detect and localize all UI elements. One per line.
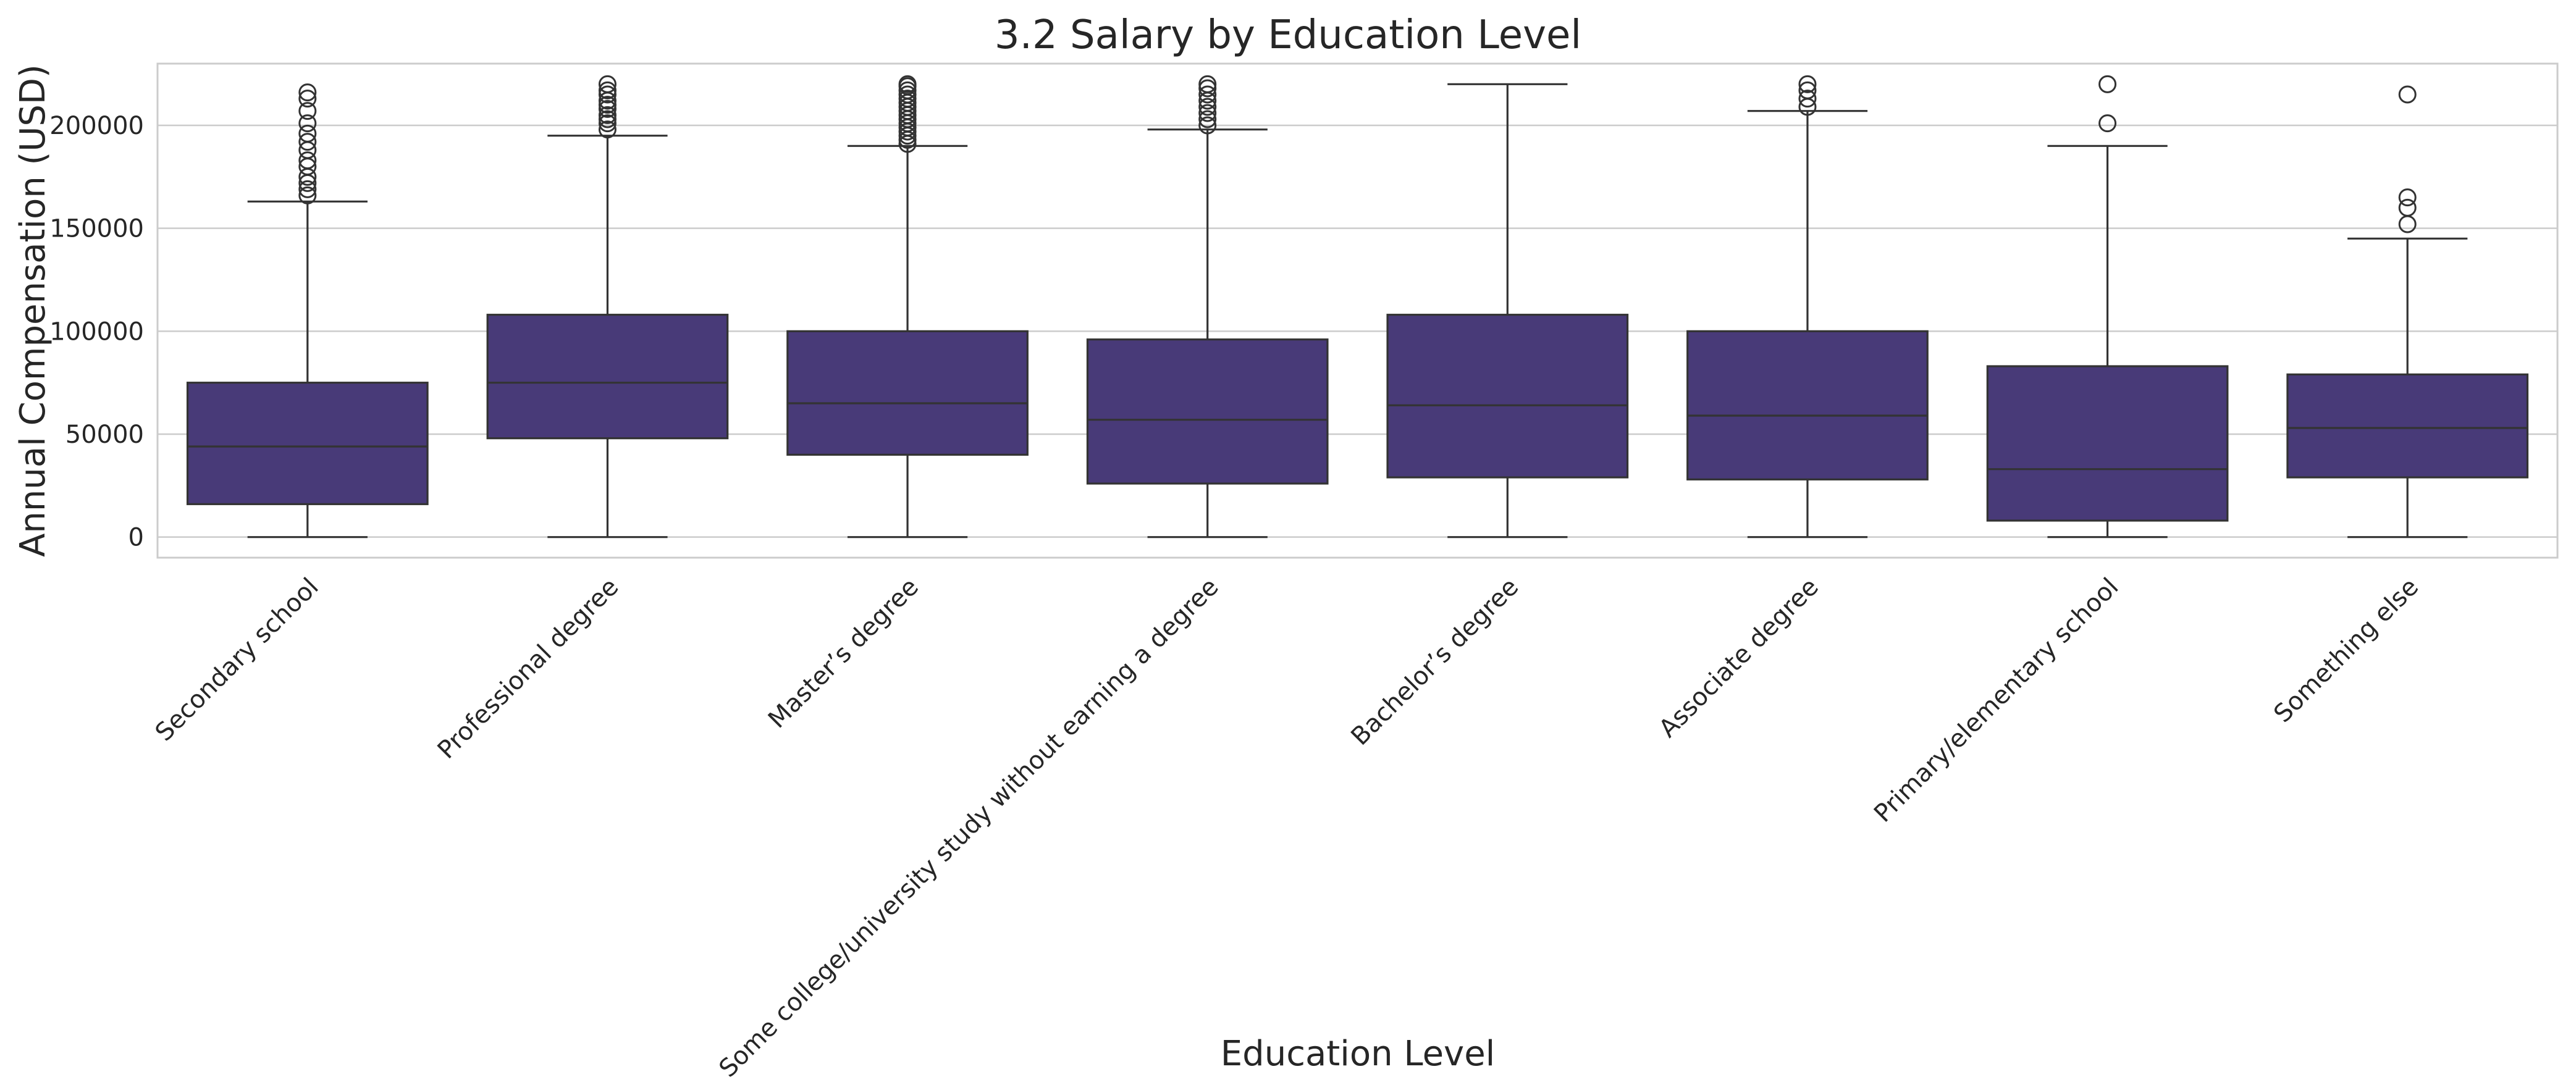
x-axis-label: Education Level — [1221, 1034, 1495, 1074]
box-iqr — [786, 330, 1029, 456]
y-tick-label: 50000 — [65, 421, 144, 449]
plot-area: 0 50000 100000 150000 200000 Secondary school… — [49, 62, 2559, 1083]
outlier-point — [1198, 79, 1217, 98]
box-iqr — [1386, 314, 1629, 479]
box-iqr — [1686, 330, 1929, 480]
x-tick-label: Professional degree — [432, 572, 625, 765]
outlier-point — [1198, 75, 1217, 93]
x-tick-label: Master’s degree — [763, 572, 924, 734]
y-tick-label: 100000 — [49, 317, 144, 346]
outlier-point — [298, 124, 317, 143]
outlier-point — [598, 75, 617, 93]
x-tick-label: Associate degree — [1654, 572, 1824, 743]
x-tick-label: Something else — [2268, 572, 2424, 728]
outlier-point — [1198, 85, 1217, 104]
x-tick-label: Primary/elementary school — [1869, 572, 2124, 828]
outlier-point — [598, 96, 617, 114]
outlier-point — [1798, 81, 1817, 99]
outlier-point — [1198, 110, 1217, 128]
outlier-point — [1198, 98, 1217, 116]
outlier-point — [1198, 104, 1217, 122]
outlier-point — [898, 85, 917, 104]
chart-title: 3.2 Salary by Education Level — [995, 12, 1581, 58]
y-tick-label: 150000 — [49, 215, 144, 243]
outlier-point — [298, 133, 317, 151]
outlier-point — [298, 90, 317, 108]
y-axis-label: Annual Compensation (USD) — [13, 64, 53, 557]
outlier-point — [298, 102, 317, 120]
outlier-point — [598, 114, 617, 133]
outlier-point — [2098, 75, 2117, 93]
outlier-point — [2398, 198, 2417, 217]
box-iqr — [1986, 365, 2229, 522]
outlier-point — [598, 85, 617, 104]
outlier-point — [2098, 114, 2117, 133]
outlier-point — [298, 180, 317, 198]
outlier-point — [1198, 116, 1217, 135]
outlier-point — [298, 83, 317, 102]
outlier-point — [298, 151, 317, 170]
outlier-point — [1798, 90, 1817, 108]
box-iqr — [1086, 338, 1329, 485]
box-iqr — [486, 314, 729, 440]
outlier-point — [598, 120, 617, 139]
outlier-point — [598, 99, 617, 118]
outlier-point — [898, 90, 917, 108]
outlier-point — [2398, 85, 2417, 104]
outlier-point — [2398, 188, 2417, 207]
x-tick-label: Secondary school — [150, 572, 324, 747]
box-iqr — [186, 382, 429, 505]
outlier-point — [898, 81, 917, 99]
outlier-point — [1798, 75, 1817, 93]
outlier-point — [898, 75, 917, 93]
y-tick-label: 200000 — [49, 112, 144, 140]
outlier-point — [598, 106, 617, 124]
plot-frame — [156, 62, 2559, 559]
outlier-point — [298, 186, 317, 204]
outlier-point — [298, 114, 317, 133]
outlier-point — [598, 81, 617, 99]
box-iqr — [2286, 373, 2529, 479]
outlier-point — [2398, 215, 2417, 233]
outlier-point — [598, 110, 617, 128]
x-tick-label: Bachelor’s degree — [1345, 572, 1524, 751]
y-tick-label: 0 — [128, 524, 144, 552]
x-tick-label: Some college/university study without ea… — [713, 572, 1224, 1083]
